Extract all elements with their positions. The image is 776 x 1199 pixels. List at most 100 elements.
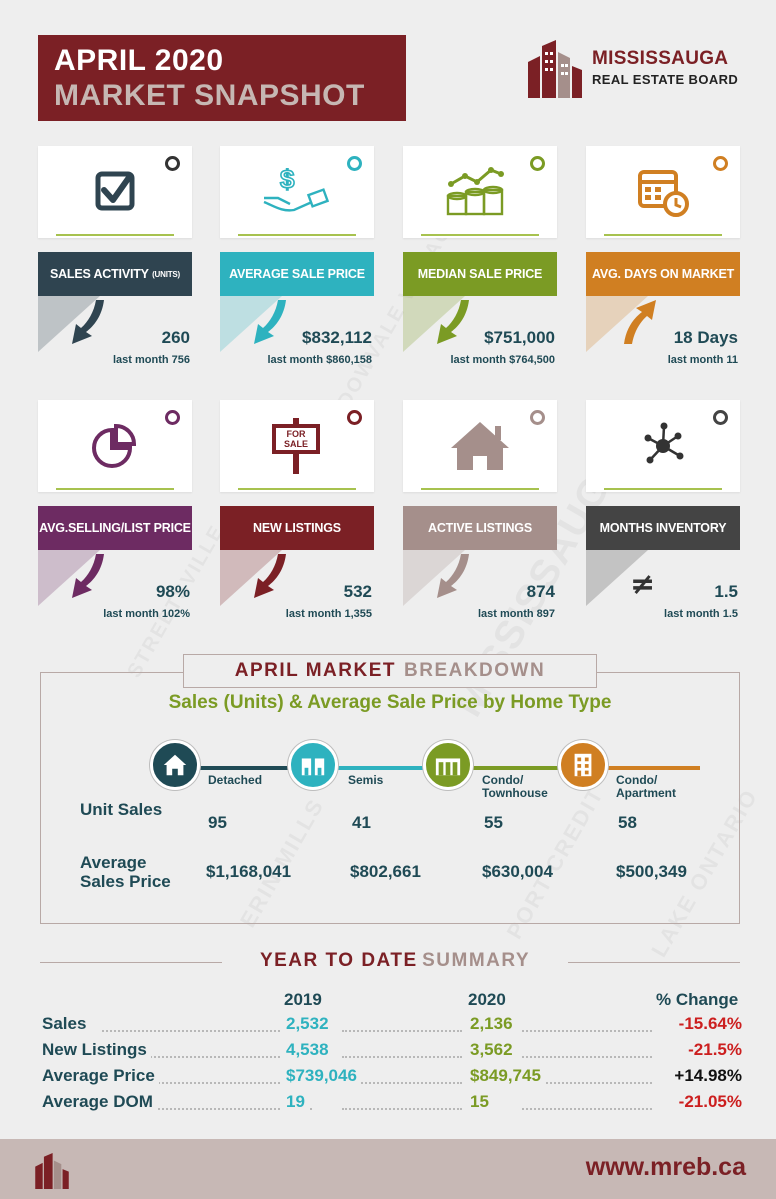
card-panel — [38, 400, 192, 492]
ytd-row-label: Average DOM — [42, 1092, 157, 1112]
ytd-change: +14.98% — [670, 1066, 742, 1086]
unit-sales-value: 95 — [208, 813, 227, 832]
brand-name: MISSISSAUGA — [592, 48, 729, 69]
ytd-row: Sales 2,532 2,136 -15.64% — [42, 1014, 742, 1038]
leader-dots — [522, 1108, 652, 1110]
ytd-rule-left — [40, 962, 222, 963]
website-link[interactable]: www.mreb.ca — [585, 1153, 746, 1181]
card-last-month: last month 1,355 — [285, 608, 372, 620]
leader-dots — [102, 1082, 312, 1084]
leader-dots — [102, 1108, 312, 1110]
card-value: 532 — [343, 582, 372, 601]
card-divider — [56, 488, 174, 490]
brand: MISSISSAUGA REAL ESTATE BOARD — [524, 40, 764, 100]
average-price-value: $630,004 — [482, 862, 553, 881]
card-median-sale-price: MEDIAN SALE PRICE $751,000 last month $7… — [403, 146, 557, 376]
ring-icon — [530, 410, 545, 425]
card-last-month: last month 11 — [667, 354, 738, 366]
page-subtitle: MARKET SNAPSHOT — [54, 79, 365, 112]
money-hand-icon: $ — [260, 162, 334, 222]
ytd-title-secondary: SUMMARY — [422, 950, 531, 971]
card-value: $751,000 — [484, 328, 555, 347]
card-title-unit: (UNITS) — [152, 269, 181, 279]
average-sales-price-label: Average Sales Price — [80, 853, 171, 891]
card-panel: FOR SALE — [220, 400, 374, 492]
ring-icon — [530, 156, 545, 171]
ytd-value-2019: 4,538 — [282, 1040, 333, 1060]
leader-dots — [342, 1108, 462, 1110]
card-title: MONTHS INVENTORY — [586, 506, 740, 550]
ytd-title-primary: YEAR TO DATE — [259, 950, 418, 971]
card-divider — [238, 488, 356, 490]
leader-dots — [522, 1082, 652, 1084]
ring-icon — [165, 156, 180, 171]
checkbox-icon — [78, 162, 152, 222]
ytd-col-2020: 2020 — [468, 990, 506, 1009]
leader-dots — [522, 1056, 652, 1058]
card-title: AVERAGE SALE PRICE — [220, 252, 374, 296]
card-last-month: last month 102% — [103, 608, 190, 620]
card-value: 98% — [155, 582, 190, 601]
ytd-row: New Listings 4,538 3,562 -21.5% — [42, 1040, 742, 1064]
ytd-rule-right — [568, 962, 740, 963]
card-divider — [421, 234, 539, 236]
semi-icon — [288, 740, 338, 790]
average-price-value: $500,349 — [616, 862, 687, 881]
type-connector — [608, 766, 700, 770]
footer: www.mreb.ca — [0, 1139, 776, 1199]
card-title-text: NEW LISTINGS — [253, 521, 341, 535]
ytd-change: -21.5% — [684, 1040, 742, 1060]
townhouse-icon — [423, 740, 473, 790]
card-last-month: last month $860,158 — [267, 354, 372, 366]
type-label: Detached — [208, 773, 263, 787]
card-panel — [403, 146, 557, 238]
ytd-value-2020: 15 — [466, 1092, 493, 1112]
breakdown-subtitle: Sales (Units) & Average Sale Price by Ho… — [168, 692, 612, 713]
mreb-logo-icon — [528, 40, 582, 98]
ytd-col-change: % Change — [656, 990, 739, 1009]
card-average-sale-price: $ AVERAGE SALE PRICE $832,112 last month… — [220, 146, 374, 376]
ring-icon — [713, 410, 728, 425]
coins-chart-icon — [443, 162, 517, 222]
card-active-listings: ACTIVE LISTINGS 874 last month 897 — [403, 400, 557, 630]
leader-dots — [102, 1030, 312, 1032]
svg-text:FOR: FOR — [287, 429, 306, 439]
ytd-change: -21.05% — [674, 1092, 742, 1112]
ytd-row: Average DOM 19 15 -21.05% — [42, 1092, 742, 1116]
ytd-value-2020: $849,745 — [466, 1066, 545, 1086]
trend-down-arrow-icon — [68, 550, 114, 604]
ytd-value-2020: 3,562 — [466, 1040, 517, 1060]
average-price-value: $802,661 — [350, 862, 421, 881]
trend-down-arrow-icon — [68, 296, 114, 350]
ytd-value-2020: 2,136 — [466, 1014, 517, 1034]
card-divider — [238, 234, 356, 236]
card-divider — [604, 234, 722, 236]
card-last-month: last month $764,500 — [450, 354, 555, 366]
card-title-text: AVG. DAYS ON MARKET — [591, 267, 735, 281]
ytd-col-2019: 2019 — [284, 990, 322, 1009]
page-title-block: APRIL 2020 MARKET SNAPSHOT — [38, 35, 406, 121]
brand-subtitle: REAL ESTATE BOARD — [592, 72, 739, 87]
mreb-footer-logo-icon — [35, 1153, 69, 1189]
breakdown-title: APRIL MARKET BREAKDOWN — [183, 654, 597, 688]
card-value: $832,112 — [302, 328, 372, 347]
leader-dots — [342, 1082, 462, 1084]
type-connector — [338, 766, 425, 770]
ring-icon — [347, 410, 362, 425]
ytd-value-2019: 2,532 — [282, 1014, 333, 1034]
card-title-text: MONTHS INVENTORY — [599, 521, 727, 535]
card-title: AVG. DAYS ON MARKET — [586, 252, 740, 296]
card-avg-selling-list-price: AVG.SELLING/LIST PRICE 98% last month 10… — [38, 400, 192, 630]
leader-dots — [522, 1030, 652, 1032]
ytd-row-label: Sales — [42, 1014, 91, 1034]
card-last-month: last month 756 — [112, 354, 190, 366]
card-title-text: AVERAGE SALE PRICE — [229, 267, 365, 281]
card-last-month: last month 1.5 — [664, 608, 738, 620]
card-title: NEW LISTINGS — [220, 506, 374, 550]
type-label: Condo/ Apartment — [616, 773, 677, 800]
card-avg-days-on-market: AVG. DAYS ON MARKET 18 Days last month 1… — [586, 146, 740, 376]
card-value: 874 — [526, 582, 555, 601]
card-value: 18 Days — [673, 328, 738, 347]
card-title-text: MEDIAN SALE PRICE — [417, 267, 543, 281]
svg-text:SALE: SALE — [284, 439, 308, 449]
